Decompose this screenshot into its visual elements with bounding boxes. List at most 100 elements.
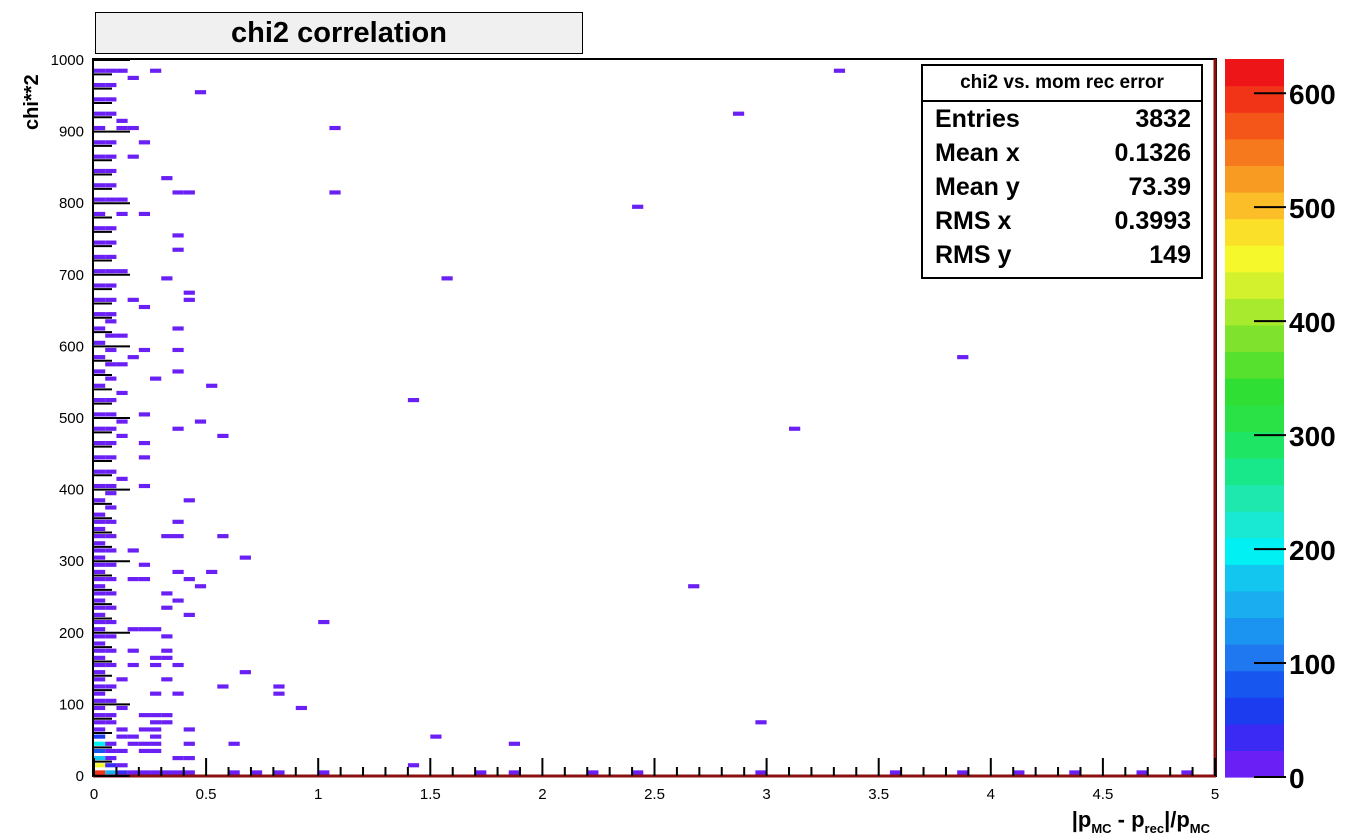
heatmap-bin [94, 598, 106, 603]
heatmap-bin [1069, 770, 1081, 775]
heatmap-bin [105, 82, 117, 88]
palette-band [1225, 351, 1284, 379]
heatmap-bin [172, 598, 184, 603]
heatmap-bin [172, 369, 184, 374]
heatmap-bin [94, 82, 106, 88]
heatmap-bin [755, 770, 767, 775]
heatmap-bin [94, 355, 106, 360]
heatmap-bin [127, 741, 139, 746]
heatmap-bin [105, 312, 117, 317]
heatmap-bin [127, 125, 139, 131]
stats-row-mean-y: Mean y 73.39 [923, 170, 1201, 204]
x-tick-label: 3 [762, 786, 770, 803]
heatmap-bin [94, 168, 106, 174]
heatmap-bin [94, 619, 106, 625]
stats-label: Entries [935, 104, 1020, 133]
x-tick-label: 5 [1211, 786, 1219, 803]
heatmap-bin [105, 347, 117, 353]
heatmap-bin [441, 276, 453, 281]
stats-row-mean-x: Mean x 0.1326 [923, 136, 1201, 170]
stats-value: 0.3993 [1114, 206, 1191, 235]
heatmap-bin [116, 734, 128, 739]
heatmap-bin [183, 577, 195, 582]
heatmap-bin [150, 662, 162, 668]
heatmap-bin [105, 319, 117, 324]
heatmap-bin [273, 684, 285, 689]
heatmap-bin [105, 534, 117, 539]
heatmap-bin [150, 376, 162, 381]
stats-label: Mean y [935, 172, 1020, 201]
stats-value: 73.39 [1128, 172, 1191, 201]
heatmap-bin [116, 211, 128, 217]
z-tick-label: 0 [1289, 763, 1305, 794]
heatmap-bin [105, 297, 117, 302]
heatmap-bin [105, 97, 117, 102]
heatmap-bin [116, 705, 128, 711]
heatmap-bin [105, 634, 117, 639]
palette-band [1225, 590, 1284, 619]
heatmap-bin [833, 68, 846, 73]
heatmap-bin [161, 634, 173, 639]
heatmap-bin [94, 326, 106, 331]
heatmap-bin [94, 297, 106, 302]
heatmap-bin [105, 763, 117, 768]
heatmap-bin [206, 383, 218, 388]
stats-row-entries: Entries 3832 [923, 102, 1201, 136]
color-palette [1225, 59, 1284, 778]
heatmap-bin [239, 555, 251, 560]
heatmap-bin [94, 677, 106, 682]
heatmap-bin [295, 705, 307, 711]
heatmap-bin [116, 390, 128, 396]
heatmap-bin [161, 276, 173, 281]
heatmap-bin [94, 612, 106, 617]
heatmap-bin [329, 190, 341, 195]
heatmap-bin [150, 68, 162, 73]
palette-band [1225, 165, 1284, 193]
heatmap-bin [105, 770, 117, 775]
heatmap-bin [127, 548, 139, 553]
heatmap-bin [755, 720, 767, 725]
heatmap-bin [105, 254, 117, 259]
heatmap-bin [105, 619, 117, 625]
heatmap-bin [105, 562, 117, 567]
x-tick-label: 1.5 [420, 786, 441, 803]
heatmap-bin [127, 355, 139, 360]
heatmap-bin [127, 154, 139, 159]
palette-band [1225, 457, 1284, 486]
heatmap-bin [430, 734, 442, 739]
chart-title: chi2 correlation [95, 12, 583, 54]
heatmap-bin [217, 684, 229, 689]
y-tick-label: 600 [59, 338, 84, 355]
palette-band [1225, 537, 1284, 565]
heatmap-bin [94, 569, 106, 575]
stats-label: Mean x [935, 138, 1020, 167]
x-tick-label: 2 [538, 786, 546, 803]
heatmap-bin [94, 741, 106, 746]
heatmap-bin [172, 569, 184, 575]
heatmap-bin [94, 483, 106, 489]
heatmap-bin [150, 748, 162, 754]
z-tick-label: 200 [1289, 535, 1336, 566]
heatmap-bin [94, 125, 106, 131]
x-axis: 0 0.5 1 1.5 2 2.5 3 3.5 4 4.5 5 [90, 758, 1219, 803]
heatmap-bin [105, 197, 117, 202]
heatmap-bin [172, 519, 184, 524]
heatmap-bin [161, 770, 173, 775]
stats-value: 149 [1149, 240, 1191, 269]
heatmap-bin [94, 240, 106, 245]
heatmap-bin [105, 605, 117, 610]
stats-title: chi2 vs. mom rec error [923, 66, 1201, 102]
heatmap-bin [127, 75, 139, 80]
palette-band [1225, 271, 1284, 299]
heatmap-bin [105, 269, 117, 274]
heatmap-bin [105, 183, 117, 188]
heatmap-bin [94, 691, 106, 696]
heatmap-bin [957, 355, 969, 360]
heatmap-bin [150, 691, 162, 696]
heatmap-bin [688, 584, 700, 589]
heatmap-bin [105, 440, 117, 446]
z-tick-label: 400 [1289, 307, 1336, 338]
heatmap-bin [318, 619, 330, 625]
heatmap-bin [105, 483, 117, 489]
